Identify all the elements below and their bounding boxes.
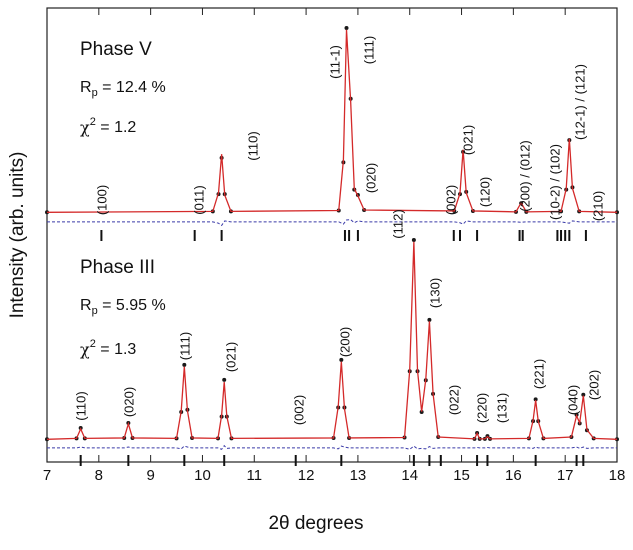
calculated-curve bbox=[46, 241, 618, 440]
peak-label: (020) bbox=[363, 163, 378, 193]
x-tick-label: 18 bbox=[609, 467, 626, 484]
peak-label: (111) bbox=[177, 332, 192, 360]
y-axis-title: Intensity (arb. units) bbox=[7, 152, 28, 319]
x-tick-label: 16 bbox=[505, 467, 522, 484]
chi-symbol: χ bbox=[80, 118, 90, 137]
peak-label: (202) bbox=[586, 370, 601, 400]
x-tick-label: 10 bbox=[194, 467, 211, 484]
r-subscript: p bbox=[92, 87, 98, 99]
observed-point bbox=[411, 237, 416, 242]
peak-label: (120) bbox=[477, 177, 492, 207]
peak-label: (110) bbox=[245, 131, 260, 160]
peak-label: (10-2) / (102) bbox=[547, 144, 562, 220]
r-factor: Rp = 12.4 % bbox=[80, 79, 166, 99]
x-tick-label: 7 bbox=[43, 467, 51, 484]
peak-label: (112) bbox=[390, 209, 405, 238]
chi-superscript: 2 bbox=[90, 338, 96, 350]
peak-label: (100) bbox=[94, 185, 109, 215]
peak-label: (220) bbox=[474, 393, 489, 423]
phase-title: Phase V bbox=[80, 39, 152, 60]
r-subscript: p bbox=[92, 305, 98, 317]
observed-point bbox=[344, 25, 349, 30]
chi-value: = 1.3 bbox=[96, 341, 137, 358]
r-symbol: R bbox=[80, 297, 92, 314]
observed-point bbox=[427, 317, 432, 322]
r-factor: Rp = 5.95 % bbox=[80, 297, 166, 317]
observed-point bbox=[222, 377, 227, 382]
peak-label: (200) bbox=[337, 327, 352, 357]
peak-label: (130) bbox=[427, 278, 442, 308]
peak-label: (021) bbox=[460, 125, 475, 155]
x-axis-title: 2θ degrees bbox=[268, 513, 363, 534]
observed-point bbox=[581, 392, 586, 397]
observed-point bbox=[339, 357, 344, 362]
chi-squared: χ2 = 1.2 bbox=[80, 116, 136, 137]
peak-label: (221) bbox=[531, 359, 546, 389]
peak-label: (11-1) bbox=[327, 45, 342, 79]
difference-curve bbox=[47, 444, 617, 450]
difference-curve bbox=[47, 219, 617, 227]
peak-label: (040) bbox=[565, 385, 580, 415]
peak-label: (111) bbox=[361, 36, 376, 64]
x-tick-label: 13 bbox=[350, 467, 367, 484]
x-tick-label: 17 bbox=[557, 467, 574, 484]
chi-superscript: 2 bbox=[90, 116, 96, 128]
r-symbol: R bbox=[80, 79, 92, 96]
peak-label: (022) bbox=[446, 385, 461, 415]
peak-label: (200) / (012) bbox=[517, 140, 532, 212]
x-tick-label: 8 bbox=[95, 467, 103, 484]
x-tick-label: 14 bbox=[401, 467, 418, 484]
peak-label: (020) bbox=[121, 387, 136, 417]
peak-label: (12-1) / (121) bbox=[572, 64, 587, 140]
peak-label: (210) bbox=[590, 191, 605, 221]
x-tick-label: 11 bbox=[246, 467, 262, 484]
chi-symbol: χ bbox=[80, 340, 90, 359]
r-value: = 5.95 % bbox=[98, 297, 166, 314]
chi-squared: χ2 = 1.3 bbox=[80, 338, 136, 359]
peak-label: (002) bbox=[443, 185, 458, 215]
calculated-curve bbox=[46, 29, 618, 213]
x-tick-label: 12 bbox=[298, 467, 315, 484]
peak-label: (021) bbox=[223, 342, 238, 372]
peak-label: (011) bbox=[191, 185, 206, 214]
observed-point bbox=[182, 362, 187, 367]
phase-title: Phase III bbox=[80, 257, 155, 278]
observed-point bbox=[533, 397, 538, 402]
peak-label: (110) bbox=[73, 391, 88, 420]
peak-label: (002) bbox=[291, 395, 306, 425]
x-tick-label: 9 bbox=[146, 467, 154, 484]
x-tick-label: 15 bbox=[453, 467, 470, 484]
r-value: = 12.4 % bbox=[98, 79, 166, 96]
chi-value: = 1.2 bbox=[96, 119, 137, 136]
peak-label: (131) bbox=[494, 393, 509, 423]
plot-frame bbox=[46, 7, 618, 463]
observed-point bbox=[419, 410, 424, 415]
